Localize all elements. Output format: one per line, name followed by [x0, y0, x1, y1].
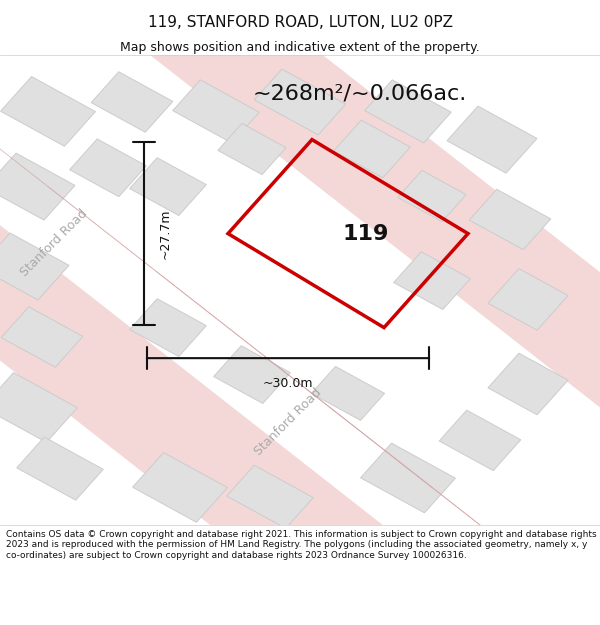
Polygon shape — [439, 410, 521, 471]
Text: 119, STANFORD ROAD, LUTON, LU2 0PZ: 119, STANFORD ROAD, LUTON, LU2 0PZ — [148, 16, 452, 31]
Polygon shape — [133, 452, 227, 522]
Polygon shape — [488, 353, 568, 415]
Polygon shape — [150, 0, 600, 408]
Polygon shape — [1, 307, 83, 368]
Polygon shape — [173, 80, 259, 143]
Polygon shape — [254, 69, 346, 135]
Polygon shape — [17, 437, 103, 500]
Polygon shape — [0, 153, 75, 220]
Polygon shape — [394, 252, 470, 309]
Polygon shape — [70, 139, 146, 197]
Polygon shape — [0, 210, 431, 619]
Polygon shape — [365, 80, 451, 143]
Polygon shape — [398, 171, 466, 222]
Polygon shape — [334, 120, 410, 178]
Text: ~27.7m: ~27.7m — [159, 208, 172, 259]
Polygon shape — [214, 346, 290, 404]
Polygon shape — [447, 106, 537, 173]
Polygon shape — [130, 158, 206, 216]
Text: Map shows position and indicative extent of the property.: Map shows position and indicative extent… — [120, 41, 480, 54]
Text: 119: 119 — [343, 224, 389, 244]
Polygon shape — [130, 299, 206, 356]
Text: Stanford Road: Stanford Road — [252, 386, 324, 458]
Polygon shape — [0, 372, 77, 442]
Polygon shape — [1, 76, 95, 146]
Polygon shape — [0, 233, 69, 300]
Polygon shape — [361, 443, 455, 513]
Polygon shape — [91, 72, 173, 132]
Polygon shape — [218, 123, 286, 174]
Polygon shape — [311, 366, 385, 421]
Text: ~268m²/~0.066ac.: ~268m²/~0.066ac. — [253, 83, 467, 103]
Polygon shape — [469, 189, 551, 250]
Text: ~30.0m: ~30.0m — [263, 377, 313, 390]
Polygon shape — [227, 465, 313, 528]
Text: Stanford Road: Stanford Road — [18, 207, 90, 279]
Polygon shape — [0, 422, 161, 625]
Text: Contains OS data © Crown copyright and database right 2021. This information is : Contains OS data © Crown copyright and d… — [6, 530, 596, 560]
Polygon shape — [488, 269, 568, 330]
